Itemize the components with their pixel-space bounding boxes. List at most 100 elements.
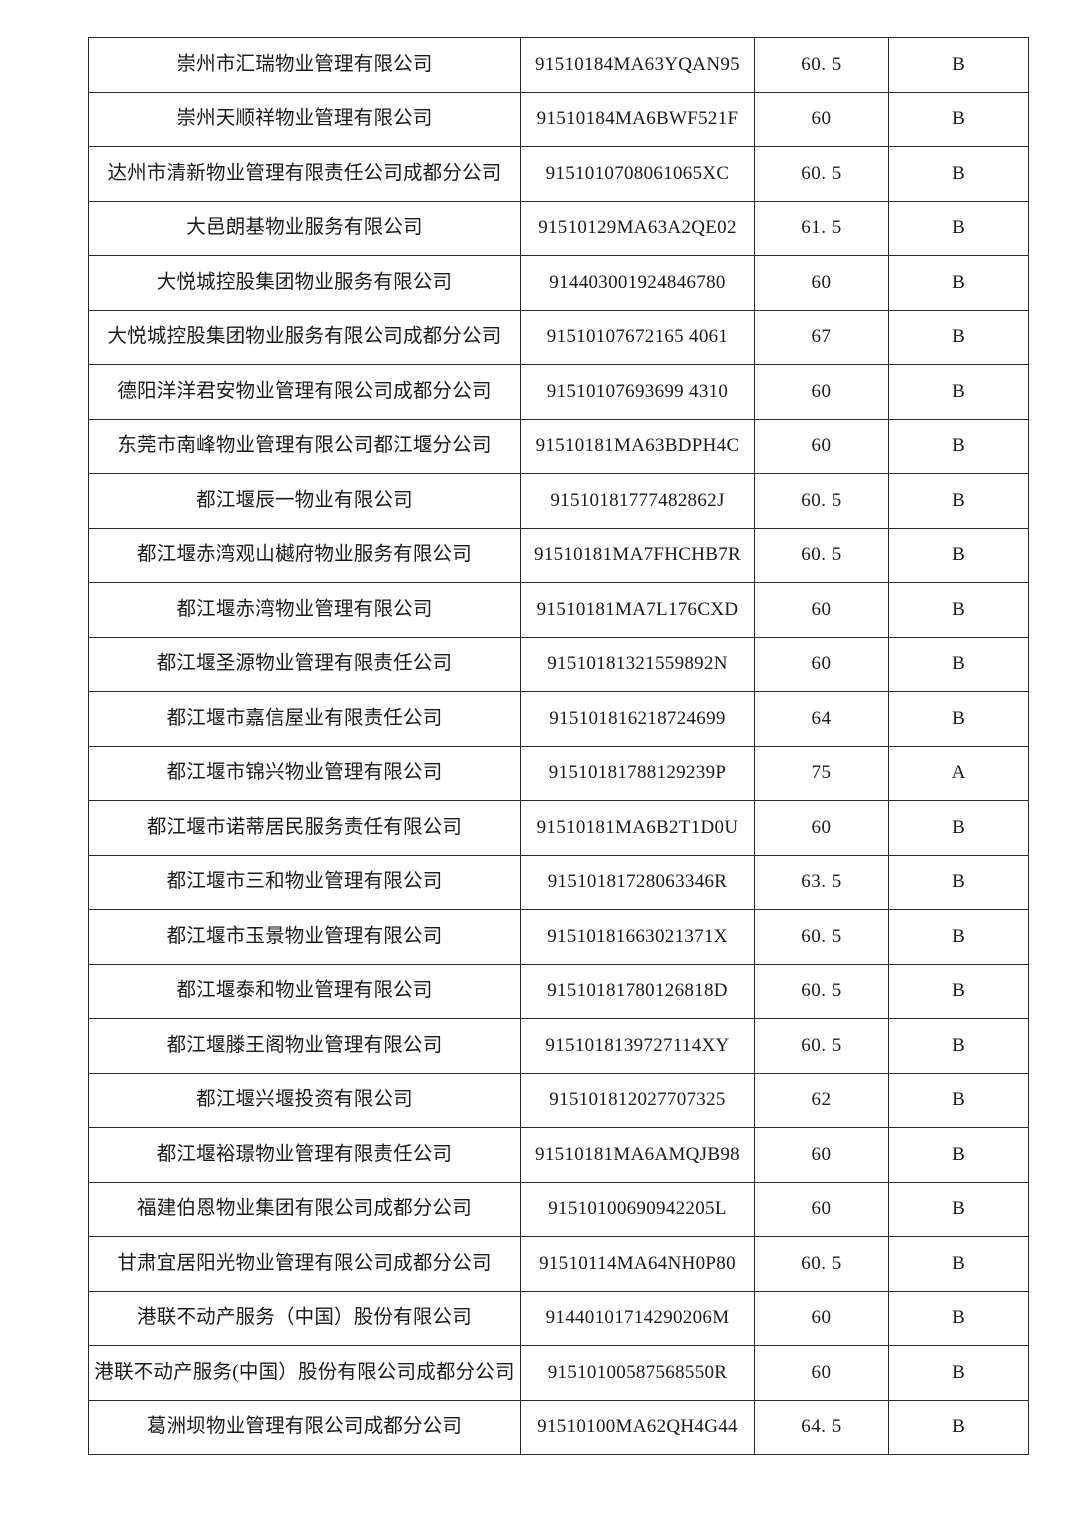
company-name-cell: 港联不动产服务(中国）股份有限公司成都分公司 <box>88 1345 521 1401</box>
credit-grade-cell: A <box>888 745 1029 801</box>
company-name-cell: 达州市清新物业管理有限责任公司成都分公司 <box>88 146 521 202</box>
credit-score-cell: 60. 5 <box>754 1018 889 1074</box>
table-row: 甘肃宜居阳光物业管理有限公司成都分公司 91510114MA64NH0P80 60.… <box>88 1236 1029 1292</box>
table-row: 达州市清新物业管理有限责任公司成都分公司 9151010708061065XC 60… <box>88 146 1029 202</box>
table-row: 东莞市南峰物业管理有限公司都江堰分公司 91510181MA63BDPH4C 60 B <box>88 418 1029 474</box>
table-row: 福建伯恩物业集团有限公司成都分公司 91510100690942205L 60 B <box>88 1181 1029 1237</box>
company-name-cell: 福建伯恩物业集团有限公司成都分公司 <box>88 1181 521 1237</box>
credit-grade-cell: B <box>888 1072 1029 1128</box>
credit-code-cell: 91510184MA63YQAN95 <box>520 37 755 93</box>
credit-code-cell: 9151018139727114XY <box>520 1018 755 1074</box>
credit-grade-cell: B <box>888 636 1029 692</box>
company-credit-table-container: 崇州市汇瑞物业管理有限公司 91510184MA63YQAN95 60. 5 B 崇州天… <box>88 37 1029 1455</box>
credit-score-cell: 62 <box>754 1072 889 1128</box>
credit-grade-cell: B <box>888 1127 1029 1183</box>
credit-grade-cell: B <box>888 364 1029 420</box>
credit-code-cell: 91510181777482862J <box>520 473 755 529</box>
company-name-cell: 都江堰兴堰投资有限公司 <box>88 1072 521 1128</box>
credit-score-cell: 60 <box>754 255 889 311</box>
company-name-cell: 都江堰泰和物业管理有限公司 <box>88 963 521 1019</box>
credit-grade-cell: B <box>888 1345 1029 1401</box>
table-row: 港联不动产服务（中国）股份有限公司 91440101714290206M 60 B <box>88 1290 1029 1346</box>
table-row: 都江堰兴堰投资有限公司 915101812027707325 62 B <box>88 1072 1029 1128</box>
company-name-cell: 崇州市汇瑞物业管理有限公司 <box>88 37 521 93</box>
credit-score-cell: 60 <box>754 1127 889 1183</box>
credit-code-cell: 915101816218724699 <box>520 691 755 747</box>
company-name-cell: 都江堰市锦兴物业管理有限公司 <box>88 745 521 801</box>
company-name-cell: 大悦城控股集团物业服务有限公司成都分公司 <box>88 309 521 365</box>
credit-code-cell: 915101812027707325 <box>520 1072 755 1128</box>
credit-code-cell: 91510181321559892N <box>520 636 755 692</box>
credit-score-cell: 60. 5 <box>754 1236 889 1292</box>
company-name-cell: 都江堰市三和物业管理有限公司 <box>88 854 521 910</box>
credit-code-cell: 91510181780126818D <box>520 963 755 1019</box>
table-row: 都江堰市诺蒂居民服务责任有限公司 91510181MA6B2T1D0U 60 B <box>88 800 1029 856</box>
credit-score-cell: 60 <box>754 800 889 856</box>
table-row: 崇州天顺祥物业管理有限公司 91510184MA6BWF521F 60 B <box>88 91 1029 147</box>
credit-code-cell: 91510100690942205L <box>520 1181 755 1237</box>
credit-score-cell: 60. 5 <box>754 473 889 529</box>
credit-score-cell: 60 <box>754 418 889 474</box>
credit-grade-cell: B <box>888 527 1029 583</box>
company-credit-table: 崇州市汇瑞物业管理有限公司 91510184MA63YQAN95 60. 5 B 崇州天… <box>88 37 1029 1455</box>
company-name-cell: 都江堰市诺蒂居民服务责任有限公司 <box>88 800 521 856</box>
credit-score-cell: 60 <box>754 1290 889 1346</box>
credit-score-cell: 60 <box>754 1345 889 1401</box>
credit-code-cell: 91510100MA62QH4G44 <box>520 1399 755 1455</box>
credit-code-cell: 91510129MA63A2QE02 <box>520 200 755 256</box>
credit-code-cell: 91510181MA7L176CXD <box>520 582 755 638</box>
credit-code-cell: 9151010708061065XC <box>520 146 755 202</box>
company-name-cell: 东莞市南峰物业管理有限公司都江堰分公司 <box>88 418 521 474</box>
company-name-cell: 都江堰圣源物业管理有限责任公司 <box>88 636 521 692</box>
company-name-cell: 大邑朗基物业服务有限公司 <box>88 200 521 256</box>
credit-code-cell: 91510114MA64NH0P80 <box>520 1236 755 1292</box>
credit-score-cell: 63. 5 <box>754 854 889 910</box>
table-row: 大悦城控股集团物业服务有限公司成都分公司 91510107672165 4061 6… <box>88 309 1029 365</box>
credit-score-cell: 60. 5 <box>754 146 889 202</box>
credit-code-cell: 91510181728063346R <box>520 854 755 910</box>
credit-score-cell: 60. 5 <box>754 909 889 965</box>
credit-grade-cell: B <box>888 582 1029 638</box>
credit-grade-cell: B <box>888 963 1029 1019</box>
credit-grade-cell: B <box>888 1290 1029 1346</box>
credit-grade-cell: B <box>888 146 1029 202</box>
company-name-cell: 都江堰市嘉信屋业有限责任公司 <box>88 691 521 747</box>
company-name-cell: 都江堰裕璟物业管理有限责任公司 <box>88 1127 521 1183</box>
credit-score-cell: 75 <box>754 745 889 801</box>
table-row: 都江堰圣源物业管理有限责任公司 91510181321559892N 60 B <box>88 636 1029 692</box>
company-name-cell: 都江堰赤湾观山樾府物业服务有限公司 <box>88 527 521 583</box>
credit-code-cell: 91440101714290206M <box>520 1290 755 1346</box>
credit-code-cell: 91510107672165 4061 <box>520 309 755 365</box>
credit-code-cell: 91510184MA6BWF521F <box>520 91 755 147</box>
credit-code-cell: 91510181MA6AMQJB98 <box>520 1127 755 1183</box>
credit-score-cell: 60. 5 <box>754 37 889 93</box>
table-row: 德阳洋洋君安物业管理有限公司成都分公司 91510107693699 4310 60… <box>88 364 1029 420</box>
credit-score-cell: 60 <box>754 364 889 420</box>
company-name-cell: 甘肃宜居阳光物业管理有限公司成都分公司 <box>88 1236 521 1292</box>
company-name-cell: 大悦城控股集团物业服务有限公司 <box>88 255 521 311</box>
credit-grade-cell: B <box>888 909 1029 965</box>
credit-grade-cell: B <box>888 473 1029 529</box>
company-name-cell: 都江堰市玉景物业管理有限公司 <box>88 909 521 965</box>
credit-score-cell: 61. 5 <box>754 200 889 256</box>
company-name-cell: 葛洲坝物业管理有限公司成都分公司 <box>88 1399 521 1455</box>
table-row: 都江堰市锦兴物业管理有限公司 91510181788129239P 75 A <box>88 745 1029 801</box>
credit-grade-cell: B <box>888 1018 1029 1074</box>
credit-grade-cell: B <box>888 200 1029 256</box>
credit-grade-cell: B <box>888 37 1029 93</box>
credit-code-cell: 91510181663021371X <box>520 909 755 965</box>
credit-score-cell: 60 <box>754 636 889 692</box>
credit-grade-cell: B <box>888 91 1029 147</box>
company-name-cell: 港联不动产服务（中国）股份有限公司 <box>88 1290 521 1346</box>
company-name-cell: 都江堰辰一物业有限公司 <box>88 473 521 529</box>
credit-grade-cell: B <box>888 1236 1029 1292</box>
credit-score-cell: 67 <box>754 309 889 365</box>
